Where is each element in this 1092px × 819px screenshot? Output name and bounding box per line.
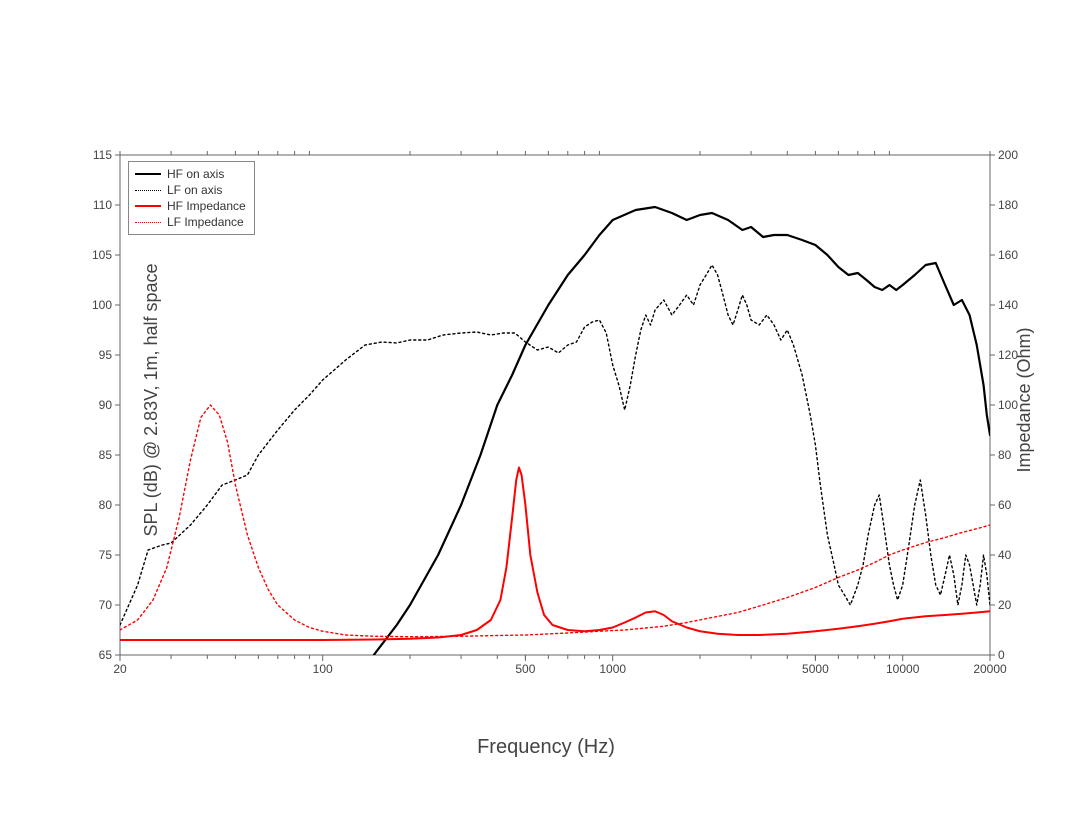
svg-text:100: 100 xyxy=(92,298,112,312)
svg-text:95: 95 xyxy=(99,348,113,362)
svg-text:500: 500 xyxy=(515,662,535,676)
legend-item-lf-impedance: LF Impedance xyxy=(135,214,246,230)
svg-text:40: 40 xyxy=(998,548,1012,562)
legend-label: LF on axis xyxy=(167,182,222,198)
svg-text:200: 200 xyxy=(998,148,1018,162)
svg-text:65: 65 xyxy=(99,648,113,662)
svg-text:100: 100 xyxy=(313,662,333,676)
svg-text:0: 0 xyxy=(998,648,1005,662)
svg-text:20: 20 xyxy=(998,598,1012,612)
svg-text:90: 90 xyxy=(99,398,113,412)
series-lf-on-axis xyxy=(120,265,990,625)
svg-text:115: 115 xyxy=(93,148,112,162)
svg-text:80: 80 xyxy=(99,498,113,512)
series-hf-impedance xyxy=(120,468,990,641)
svg-text:160: 160 xyxy=(998,248,1018,262)
series-hf-on-axis xyxy=(374,207,990,655)
legend-swatch xyxy=(135,205,161,207)
svg-text:1000: 1000 xyxy=(599,662,626,676)
svg-text:60: 60 xyxy=(998,498,1012,512)
chart-container: 65 70 75 80 85 90 95 100 105 110 115 0 20 40 60 80 100 12… xyxy=(60,120,1040,740)
svg-text:80: 80 xyxy=(998,448,1012,462)
legend-label: LF Impedance xyxy=(167,214,244,230)
legend-label: HF on axis xyxy=(167,166,224,182)
legend-item-hf-impedance: HF Impedance xyxy=(135,198,246,214)
legend-item-lf-on-axis: LF on axis xyxy=(135,182,246,198)
svg-text:10000: 10000 xyxy=(886,662,920,676)
svg-text:75: 75 xyxy=(99,548,113,562)
series-lf-impedance xyxy=(120,405,990,637)
legend-label: HF Impedance xyxy=(167,198,246,214)
legend-item-hf-on-axis: HF on axis xyxy=(135,166,246,182)
svg-text:110: 110 xyxy=(93,198,112,212)
svg-text:20000: 20000 xyxy=(973,662,1007,676)
svg-text:120: 120 xyxy=(998,348,1018,362)
legend-swatch xyxy=(135,222,161,223)
legend-swatch xyxy=(135,173,161,175)
svg-text:180: 180 xyxy=(998,198,1018,212)
svg-text:20: 20 xyxy=(113,662,127,676)
svg-text:70: 70 xyxy=(99,598,113,612)
svg-text:85: 85 xyxy=(99,448,113,462)
svg-text:105: 105 xyxy=(92,248,112,262)
svg-text:5000: 5000 xyxy=(802,662,829,676)
legend: HF on axisLF on axisHF ImpedanceLF Imped… xyxy=(128,161,255,235)
legend-swatch xyxy=(135,190,161,191)
svg-text:100: 100 xyxy=(998,398,1018,412)
svg-text:140: 140 xyxy=(998,298,1018,312)
